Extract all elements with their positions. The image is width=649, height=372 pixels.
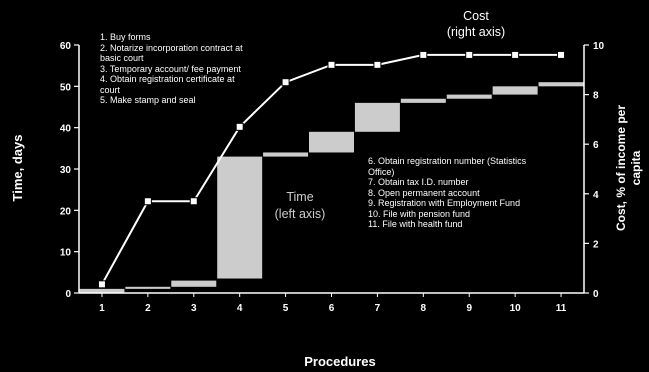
right-tick-label: 0: [593, 289, 599, 300]
time-bar: [263, 152, 309, 157]
time-bar: [538, 82, 584, 87]
right-tick-label: 8: [593, 91, 599, 102]
left-tick-label: 10: [60, 248, 72, 259]
procedure-note: 4. Obtain registration certificate at: [100, 74, 235, 84]
left-tick-label: 0: [65, 289, 71, 300]
time-bar: [125, 286, 171, 289]
cost-point: [189, 197, 198, 206]
x-tick-label: 4: [237, 303, 243, 314]
time-bar: [309, 131, 354, 153]
procedure-note: 2. Notarize incorporation contract at: [100, 42, 243, 53]
cost-point: [373, 60, 382, 69]
procedure-note: 10. File with pension fund: [368, 208, 471, 219]
cost-label: Cost: [463, 9, 489, 23]
cost-point: [143, 197, 152, 206]
right-axis-title-line-1: Cost, % of income per: [614, 105, 628, 231]
x-tick-label: 9: [466, 303, 472, 314]
cost-point: [327, 60, 336, 69]
cost-point: [281, 78, 290, 87]
x-tick-label: 8: [421, 303, 427, 314]
right-axis-title-line-2: capita: [629, 150, 643, 185]
left-axis-title: Time, days: [10, 135, 25, 202]
left-tick-label: 50: [60, 82, 72, 93]
x-tick-label: 10: [510, 303, 522, 314]
time-label: Time: [286, 190, 313, 204]
left-tick-label: 20: [60, 206, 72, 217]
procedure-note: 7. Obtain tax I.D. number: [368, 177, 469, 187]
procedures-list-top: 1. Buy forms 2. Notarize incorporation c…: [100, 32, 243, 106]
procedure-note: Office): [368, 166, 395, 177]
left-tick-label: 30: [60, 165, 72, 176]
x-axis-title: Procedures: [304, 354, 376, 369]
time-bar: [217, 156, 263, 279]
x-tick-label: 1: [99, 303, 105, 314]
cost-point: [511, 50, 520, 59]
cost-point: [97, 280, 106, 289]
right-tick-label: 6: [593, 140, 599, 151]
time-bars: [79, 82, 584, 293]
procedure-note: 9. Registration with Employment Fund: [368, 198, 521, 208]
x-tick-label: 6: [329, 303, 335, 314]
procedure-note: 1. Buy forms: [100, 32, 151, 42]
cost-series: [97, 50, 566, 289]
x-tick-label: 5: [283, 303, 289, 314]
time-bar: [79, 288, 125, 293]
right-tick-label: 10: [593, 41, 605, 52]
procedure-note: 8. Open permanent account: [368, 187, 480, 198]
time-bar: [492, 86, 538, 95]
x-tick-label: 11: [556, 303, 567, 314]
cost-point: [465, 50, 474, 59]
time-axis-note: (left axis): [275, 207, 326, 221]
procedure-note: 6. Obtain registration number (Statistic…: [368, 156, 527, 166]
procedure-note: court: [100, 84, 121, 95]
cost-axis-note: (right axis): [447, 25, 505, 39]
procedure-note: basic court: [100, 53, 144, 63]
procedure-note: 11. File with health fund: [368, 219, 463, 229]
time-bar: [446, 94, 492, 99]
cost-point: [419, 50, 428, 59]
x-tick-label: 2: [145, 303, 151, 314]
left-tick-label: 40: [60, 124, 72, 135]
time-bar: [400, 98, 446, 103]
right-axis-title: Cost, % of income per capita: [614, 105, 643, 231]
right-tick-label: 2: [593, 239, 599, 250]
cost-point: [235, 122, 244, 131]
cost-point: [557, 50, 566, 59]
left-tick-label: 60: [60, 41, 72, 52]
time-bar: [354, 102, 400, 132]
time-bar: [171, 280, 217, 287]
procedures-list-bottom: 6. Obtain registration number (Statistic…: [368, 156, 526, 230]
procedure-note: 5. Make stamp and seal: [100, 95, 196, 105]
right-tick-label: 4: [593, 190, 599, 201]
x-tick-label: 3: [191, 303, 197, 314]
procedure-note: 3. Temporary account/ fee payment: [100, 63, 241, 74]
x-tick-label: 7: [375, 303, 381, 314]
